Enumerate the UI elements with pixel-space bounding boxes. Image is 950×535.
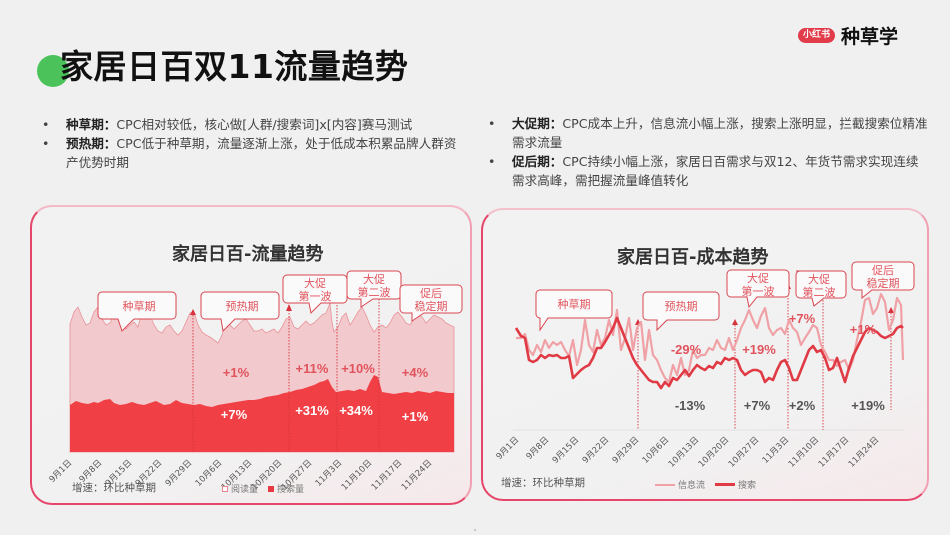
search-growth-wave2: +34% — [339, 403, 373, 418]
bullets-right: • 大促期：CPC成本上升，信息流小幅上涨，搜索上涨明显，拦截搜索位精准需求流量… — [488, 114, 928, 190]
traffic-area-chart: 种草期 预热期 大促 第一波 大促 第二波 促后 稳定期 +1% +11% +1… — [69, 270, 463, 453]
feed-growth-post: +1% — [850, 322, 877, 337]
reads-growth-wave1: +11% — [296, 361, 329, 376]
chart-title: 家居日百-成本趋势 — [617, 247, 769, 268]
chart-legend: 阅读量 搜索量 — [222, 482, 304, 495]
chart-legend: 信息流 搜索 — [655, 478, 756, 491]
cost-trend-panel: 家居日百-成本趋势 种草期 预热期 — [481, 208, 929, 501]
legend-item-search: 搜索量 — [268, 482, 304, 495]
callout-label: 预热期 — [665, 300, 698, 313]
bullet-dot: • — [42, 136, 50, 151]
title-accent-dot — [37, 55, 69, 87]
bullet-dot: • — [488, 154, 496, 169]
search-growth-wave1: +31% — [295, 403, 329, 418]
callout-seeding — [97, 291, 177, 332]
bullet-dot: • — [488, 116, 496, 131]
callout-label: 种草期 — [558, 297, 591, 311]
callout-label: 大促 — [363, 272, 385, 286]
bullet-item: • 种草期：CPC相对较低，核心做[人群/搜索词]x[内容]赛马测试 — [42, 115, 462, 134]
callout-label: 第一波 — [742, 284, 775, 298]
callout-preheat — [642, 291, 720, 332]
feed-growth-wave2: +7% — [789, 311, 816, 326]
callout-promo-wave2 — [795, 270, 847, 307]
callout-label: 第二波 — [803, 285, 836, 299]
callout-label: 种草期 — [123, 299, 156, 313]
callout-promo-wave2 — [346, 270, 402, 308]
feed-growth-wave1: +19% — [742, 342, 776, 357]
callout-label: 促后 — [872, 263, 894, 277]
legend-line-icon — [655, 483, 675, 486]
chart-title: 家居日百-流量趋势 — [172, 244, 324, 265]
bullet-text: CPC持续小幅上涨，家居日百需求与双12、年货节需求实现连续需求高峰，需把握流量… — [512, 154, 919, 188]
callout-label: 促后 — [420, 286, 442, 300]
legend-item-feed: 信息流 — [655, 478, 705, 491]
brand-name: 种草学 — [841, 26, 899, 48]
callout-promo-wave1 — [726, 269, 790, 309]
reads-growth-preheat: +1% — [223, 365, 250, 380]
page-title: 家居日百双11流量趋势 — [60, 47, 409, 86]
callout-label: 大促 — [747, 271, 769, 285]
search-line — [514, 316, 904, 390]
callout-seeding — [535, 289, 613, 332]
bullet-item: • 促后期：CPC持续小幅上涨，家居日百需求与双12、年货节需求实现连续需求高峰… — [488, 152, 928, 190]
feed-line — [516, 292, 905, 384]
bullet-text: CPC成本上升，信息流小幅上涨，搜索上涨明显，拦截搜索位精准需求流量 — [512, 116, 928, 150]
bullet-text: CPC相对较低，核心做[人群/搜索词]x[内容]赛马测试 — [116, 117, 413, 132]
legend-item-search: 搜索 — [715, 478, 756, 491]
legend-item-reads: 阅读量 — [222, 482, 258, 495]
growth-footnote: 增速：环比种草期 — [72, 482, 156, 494]
bullet-label: 促后期： — [512, 154, 563, 169]
growth-footnote: 增速：环比种草期 — [501, 477, 585, 489]
callout-label: 稳定期 — [867, 276, 900, 290]
callout-label: 稳定期 — [415, 299, 448, 313]
phase-dividers — [637, 286, 892, 430]
callout-post-promo — [399, 284, 463, 322]
callout-label: 第一波 — [299, 289, 332, 303]
search-area — [70, 375, 454, 452]
reads-growth-post: +4% — [402, 365, 429, 380]
search-growth-preheat: +7% — [221, 407, 248, 422]
search-growth-preheat: -13% — [675, 398, 706, 413]
bullet-label: 种草期： — [66, 117, 117, 132]
phase-dividers — [192, 284, 380, 452]
legend-line-icon — [715, 483, 736, 486]
page-dot — [474, 529, 476, 531]
bullet-dot: • — [42, 117, 50, 132]
feed-growth-preheat: -29% — [671, 342, 702, 357]
bullet-label: 预热期： — [66, 136, 117, 151]
brand-logo: 小红书 种草学 — [798, 22, 898, 49]
callout-label: 大促 — [304, 276, 326, 290]
brand-badge: 小红书 — [798, 28, 836, 43]
legend-swatch-icon — [268, 485, 275, 492]
traffic-trend-panel: 家居日百-流量趋势 种草期 预热期 大促 — [30, 205, 472, 505]
bullets-left: • 种草期：CPC相对较低，核心做[人群/搜索词]x[内容]赛马测试 • 预热期… — [42, 115, 462, 172]
bullet-item: • 预热期：CPC低于种草期，流量逐渐上涨，处于低成本积累品牌人群资产优势时期 — [42, 134, 462, 172]
callout-label: 预热期 — [226, 300, 259, 313]
callout-post-promo — [851, 261, 915, 300]
bullet-text: CPC低于种草期，流量逐渐上涨，处于低成本积累品牌人群资产优势时期 — [66, 136, 457, 170]
bullet-item: • 大促期：CPC成本上升，信息流小幅上涨，搜索上涨明显，拦截搜索位精准需求流量 — [488, 114, 928, 152]
search-growth-wave2: +2% — [789, 398, 816, 413]
search-growth-wave1: +7% — [744, 398, 771, 413]
reads-growth-wave2: +10% — [341, 361, 375, 376]
callout-label: 第二波 — [358, 285, 391, 299]
legend-swatch-icon — [222, 485, 228, 492]
search-growth-post: +1% — [402, 409, 429, 424]
cost-line-chart: 种草期 预热期 大促 第一波 大促 第二波 促后 稳定期 -29% +19% +… — [513, 261, 915, 431]
bullet-label: 大促期： — [512, 116, 563, 131]
callout-preheat — [200, 291, 280, 333]
search-growth-post: +19% — [851, 398, 885, 413]
callout-label: 大促 — [808, 272, 830, 286]
